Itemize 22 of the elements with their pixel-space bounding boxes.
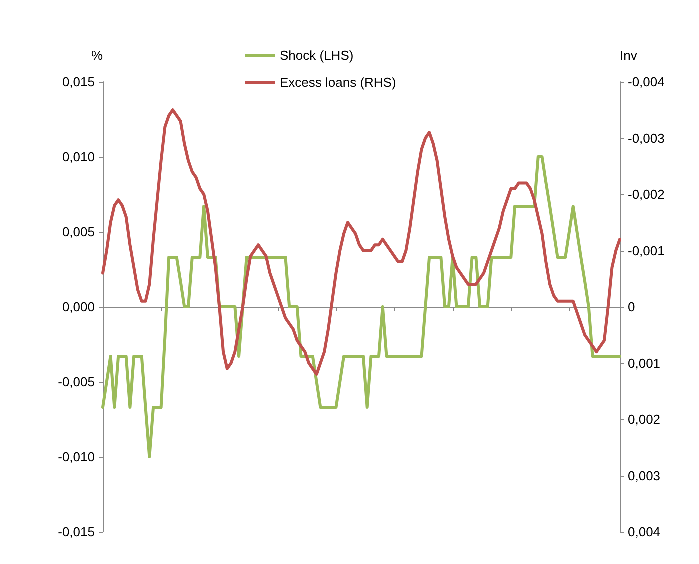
y2-tick-label: 0,004 — [628, 524, 661, 540]
y2-tick-label: 0,002 — [628, 412, 661, 427]
y2-tick-label: -0,001 — [628, 243, 665, 258]
y2-axis-title: Inv — [620, 48, 638, 63]
y-tick-label: -0,005 — [58, 374, 95, 390]
y2-tick-label: -0,003 — [628, 130, 665, 146]
y-tick-label: 0,010 — [62, 150, 95, 164]
line-series — [102, 156, 622, 458]
y-tick-label: 0,005 — [62, 224, 95, 240]
y-tick-label: 0,015 — [62, 74, 95, 90]
y2-tick-label: -0,002 — [628, 187, 665, 202]
y-axis-title: % — [91, 48, 104, 63]
y2-tick-label: 0,003 — [628, 468, 661, 484]
legend-label: Excess loans (RHS) — [280, 75, 396, 90]
y2-tick-label: -0,004 — [628, 74, 665, 90]
y-tick-label: -0,010 — [58, 450, 95, 464]
y2-tick-label: 0,001 — [628, 356, 661, 371]
y2-tick-label: 0 — [628, 300, 636, 314]
y-tick-label: -0,015 — [58, 524, 95, 540]
line-series — [102, 108, 622, 376]
legend-label: Shock (LHS) — [280, 48, 354, 63]
y-tick-label: 0,000 — [62, 300, 95, 314]
